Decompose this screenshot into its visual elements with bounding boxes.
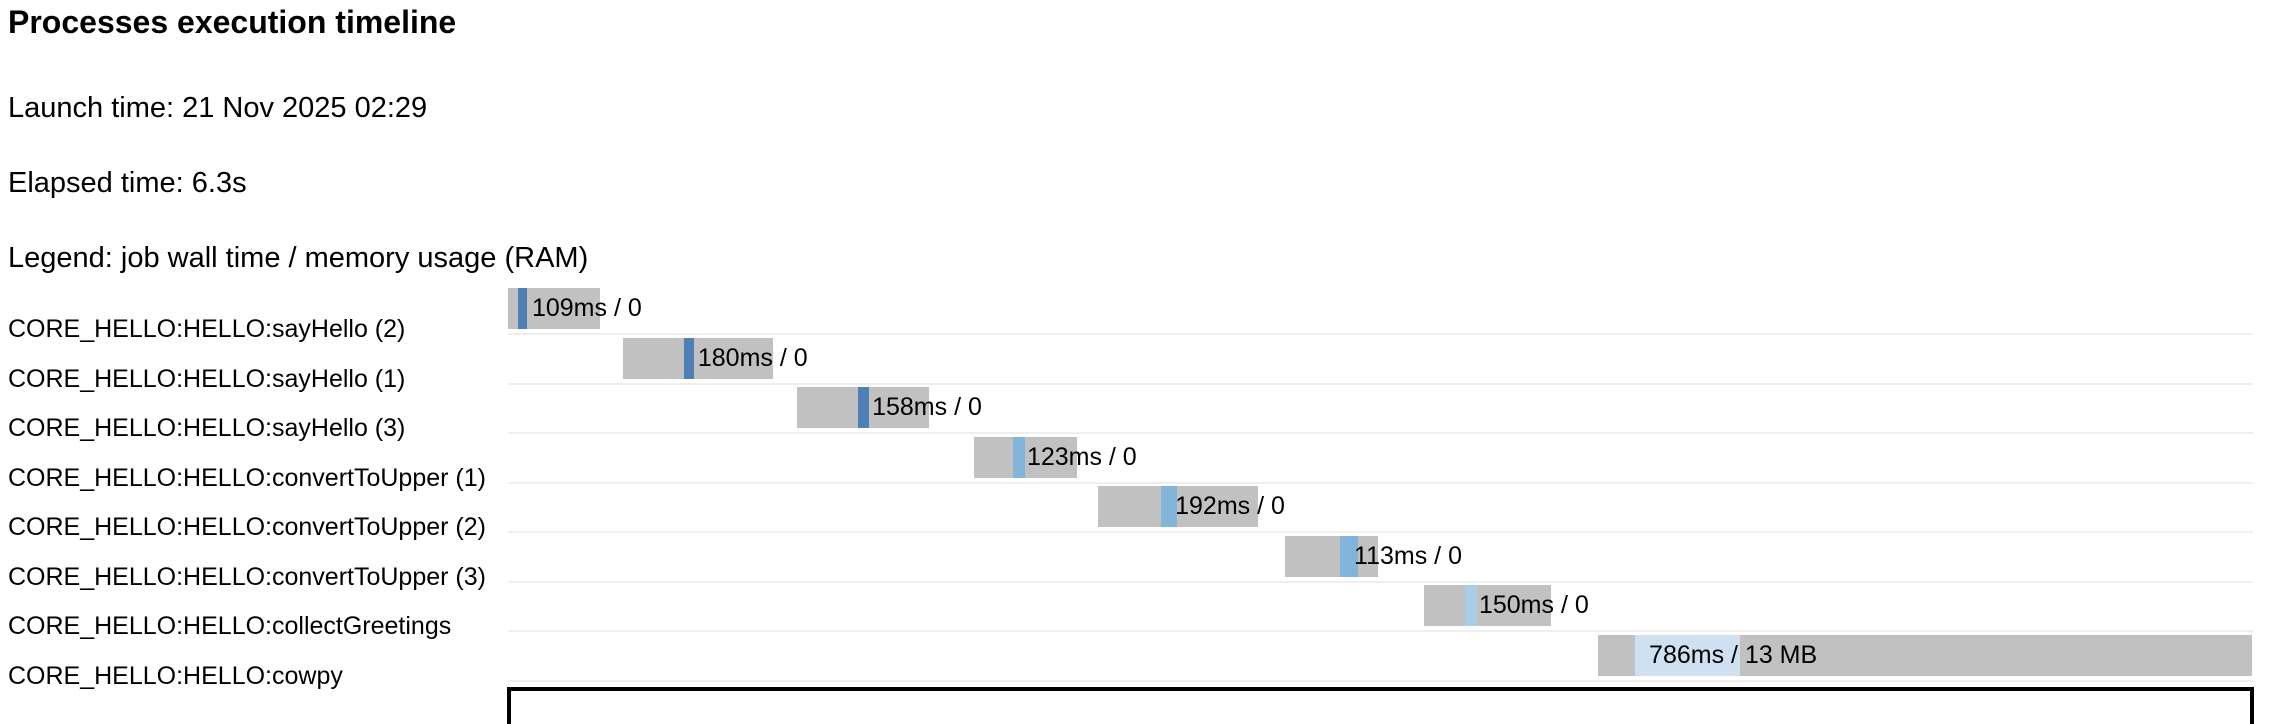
task-bar-label: 180ms / 0	[697, 343, 808, 372]
launch-time-text: Launch time: 21 Nov 2025 02:29	[8, 92, 428, 124]
task-run-segment	[1464, 585, 1477, 626]
process-label: CORE_HELLO:HELLO:sayHello (2)	[8, 315, 406, 343]
process-label: CORE_HELLO:HELLO:sayHello (1)	[8, 364, 406, 393]
process-label: CORE_HELLO:HELLO:collectGreetings	[8, 612, 452, 640]
row-gridline	[508, 580, 2253, 583]
process-label: CORE_HELLO:HELLO:convertToUpper (1)	[8, 463, 486, 492]
task-run-segment	[1012, 436, 1025, 478]
page-title: Processes execution timeline	[8, 4, 457, 40]
elapsed-time-text: Elapsed time: 6.3s	[8, 167, 247, 199]
task-run-segment	[1635, 634, 1740, 676]
legend-text: Legend: job wall time / memory usage (RA…	[8, 242, 589, 274]
task-run-segment	[517, 288, 528, 329]
row-gridline	[508, 382, 2253, 385]
task-bar-label: 109ms / 0	[531, 294, 642, 322]
task-bar-label: 113ms / 0	[1354, 541, 1462, 570]
task-bar	[508, 288, 600, 329]
process-label: CORE_HELLO:HELLO:sayHello (3)	[8, 414, 406, 442]
task-bar-label: 158ms / 0	[872, 393, 982, 421]
task-bar	[622, 337, 774, 379]
row-gridline	[508, 333, 2253, 335]
report-meta: Launch time: 21 Nov 2025 02:29 Elapsed t…	[8, 90, 588, 278]
task-bar	[1423, 585, 1551, 626]
task-run-segment	[683, 337, 694, 379]
task-run-segment	[1340, 535, 1358, 577]
task-bar-label: 786ms / 13 MB	[1649, 640, 1818, 669]
row-gridline	[508, 531, 2253, 533]
row-gridline	[508, 481, 2253, 484]
task-run-segment	[1161, 486, 1177, 527]
task-bar-label: 150ms / 0	[1478, 591, 1589, 619]
process-label: CORE_HELLO:HELLO:convertToUpper (2)	[8, 513, 486, 541]
row-gridline	[508, 630, 2253, 632]
task-bar	[796, 387, 929, 428]
task-bar	[1284, 535, 1378, 577]
task-bar-label: 123ms / 0	[1026, 442, 1137, 471]
task-run-segment	[858, 387, 869, 428]
time-axis-frame	[507, 687, 2254, 724]
task-bar	[1097, 486, 1258, 527]
task-bar-label: 192ms / 0	[1175, 492, 1285, 520]
row-gridline	[508, 432, 2253, 434]
row-gridline	[508, 679, 2253, 682]
process-label: CORE_HELLO:HELLO:convertToUpper (3)	[8, 562, 486, 591]
task-bar	[974, 436, 1077, 478]
task-bar	[1597, 634, 2253, 676]
process-label: CORE_HELLO:HELLO:cowpy	[8, 661, 343, 690]
